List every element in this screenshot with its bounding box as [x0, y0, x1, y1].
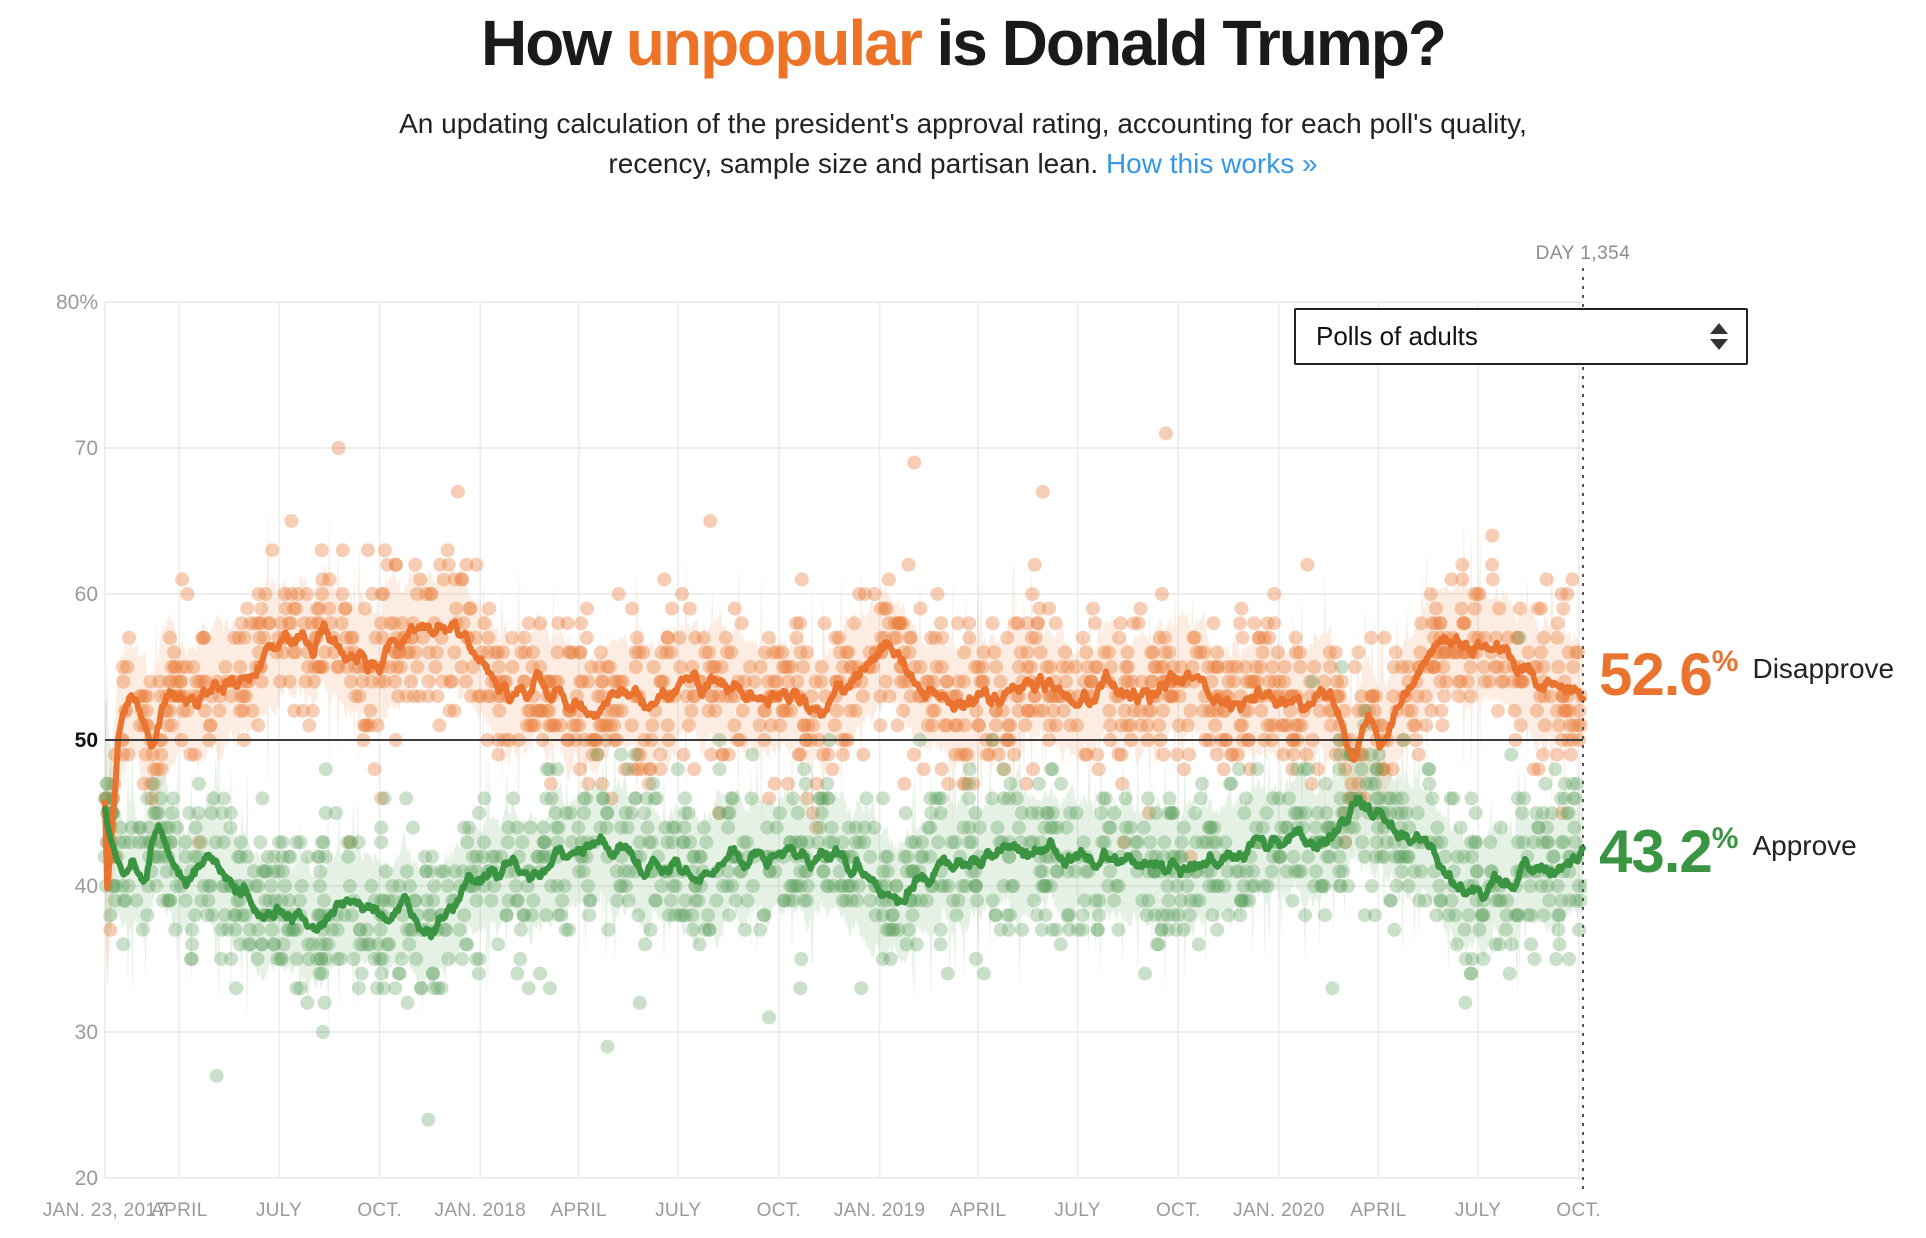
- svg-text:JULY: JULY: [655, 1200, 701, 1221]
- disapprove-percent-sign: %: [1711, 645, 1739, 678]
- svg-text:APRIL: APRIL: [151, 1200, 207, 1221]
- svg-text:30: 30: [75, 1021, 98, 1044]
- svg-text:JULY: JULY: [1455, 1200, 1501, 1221]
- svg-text:JAN. 23, 2017: JAN. 23, 2017: [43, 1200, 167, 1221]
- dropdown-updown-icon: [1710, 323, 1728, 350]
- title-prefix: How: [481, 7, 626, 79]
- svg-text:50: 50: [75, 729, 98, 752]
- approve-percent-sign: %: [1711, 822, 1739, 855]
- disapprove-value: 52.6: [1599, 641, 1713, 708]
- svg-text:OCT.: OCT.: [1156, 1200, 1200, 1221]
- svg-text:JULY: JULY: [256, 1200, 302, 1221]
- page-subtitle: An updating calculation of the president…: [0, 104, 1926, 184]
- subtitle-line2: recency, sample size and partisan lean.: [608, 148, 1106, 179]
- disapprove-uncertainty-band: [105, 504, 1583, 990]
- subtitle-line1: An updating calculation of the president…: [399, 108, 1527, 139]
- svg-text:JAN. 2018: JAN. 2018: [435, 1200, 526, 1221]
- svg-text:APRIL: APRIL: [550, 1200, 606, 1221]
- svg-text:JAN. 2019: JAN. 2019: [834, 1200, 925, 1221]
- svg-text:OCT.: OCT.: [1556, 1200, 1600, 1221]
- svg-text:80%: 80%: [56, 291, 98, 314]
- page-title: How unpopular is Donald Trump?: [0, 6, 1926, 80]
- disapprove-label: Disapprove: [1752, 653, 1895, 684]
- svg-text:JAN. 2020: JAN. 2020: [1233, 1200, 1324, 1221]
- approve-value: 43.2: [1599, 818, 1713, 885]
- approve-trend-line: [102, 794, 1586, 941]
- disapprove-callout: 52.6 % Disapprove: [1599, 645, 1894, 705]
- poll-filter-value: Polls of adults: [1316, 321, 1478, 351]
- svg-text:40: 40: [75, 875, 98, 898]
- svg-text:OCT.: OCT.: [357, 1200, 401, 1221]
- approve-label: Approve: [1752, 830, 1857, 861]
- title-suffix: is Donald Trump?: [920, 7, 1447, 79]
- approve-callout: 43.2 % Approve: [1599, 822, 1857, 882]
- svg-text:APRIL: APRIL: [950, 1200, 1006, 1221]
- svg-text:OCT.: OCT.: [757, 1200, 801, 1221]
- title-highlight: unpopular: [625, 7, 923, 79]
- svg-text:JULY: JULY: [1054, 1200, 1100, 1221]
- svg-text:20: 20: [75, 1167, 98, 1190]
- poll-filter-dropdown[interactable]: Polls of adults: [1294, 308, 1748, 365]
- svg-text:APRIL: APRIL: [1350, 1200, 1406, 1221]
- how-this-works-link[interactable]: How this works »: [1105, 148, 1318, 179]
- svg-text:60: 60: [75, 583, 98, 606]
- day-marker-label: DAY 1,354: [1535, 243, 1631, 264]
- disapprove-trend-line: [102, 618, 1586, 892]
- svg-text:70: 70: [75, 437, 98, 460]
